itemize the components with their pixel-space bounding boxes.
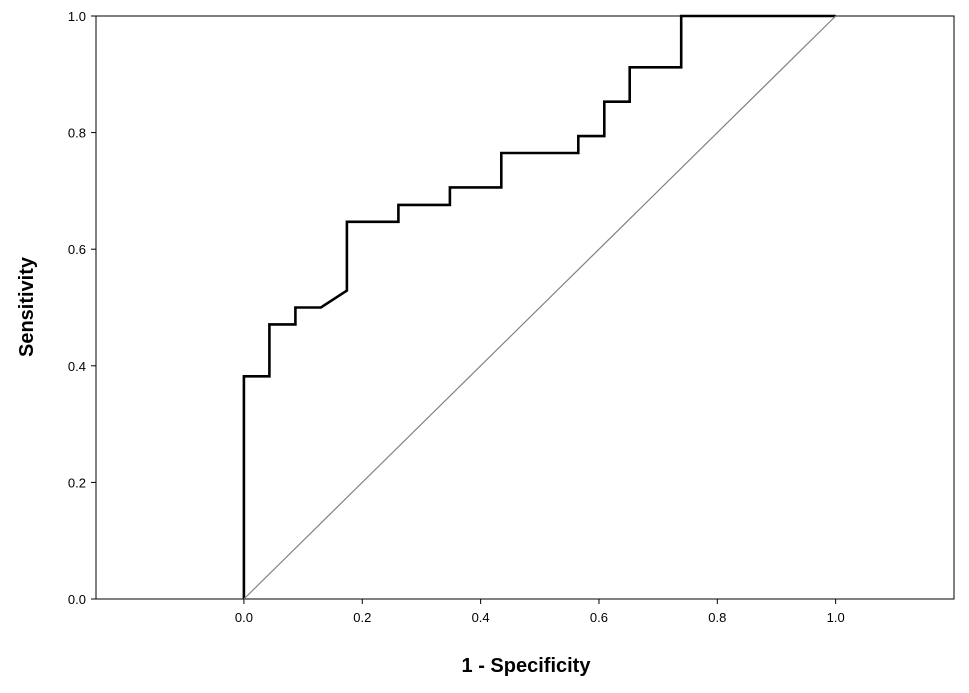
x-tick-label: 0.8 — [708, 610, 726, 625]
x-tick-label: 1.0 — [827, 610, 845, 625]
x-tick-label: 0.4 — [472, 610, 490, 625]
roc-curve — [242, 14, 836, 599]
y-axis-title: Sensitivity — [16, 256, 38, 357]
plot-area-frame — [95, 15, 955, 600]
y-axis-ticks: 0.0 0.2 0.4 0.6 0.8 1.0 — [68, 9, 96, 607]
y-tick-label: 0.0 — [68, 592, 86, 607]
y-tick-label: 0.8 — [68, 126, 86, 141]
series-layer — [242, 14, 837, 600]
reference-line — [243, 15, 837, 600]
y-tick-label: 1.0 — [68, 9, 86, 24]
x-tick-label: 0.2 — [353, 610, 371, 625]
y-tick-label: 0.4 — [68, 359, 86, 374]
x-axis-title: 1 - Specificity — [462, 655, 592, 677]
y-tick-label: 0.2 — [68, 475, 86, 490]
x-axis-ticks: 0.0 0.2 0.4 0.6 0.8 1.0 — [235, 599, 845, 625]
y-tick-label: 0.6 — [68, 242, 86, 257]
x-tick-label: 0.6 — [590, 610, 608, 625]
x-tick-label: 0.0 — [235, 610, 253, 625]
